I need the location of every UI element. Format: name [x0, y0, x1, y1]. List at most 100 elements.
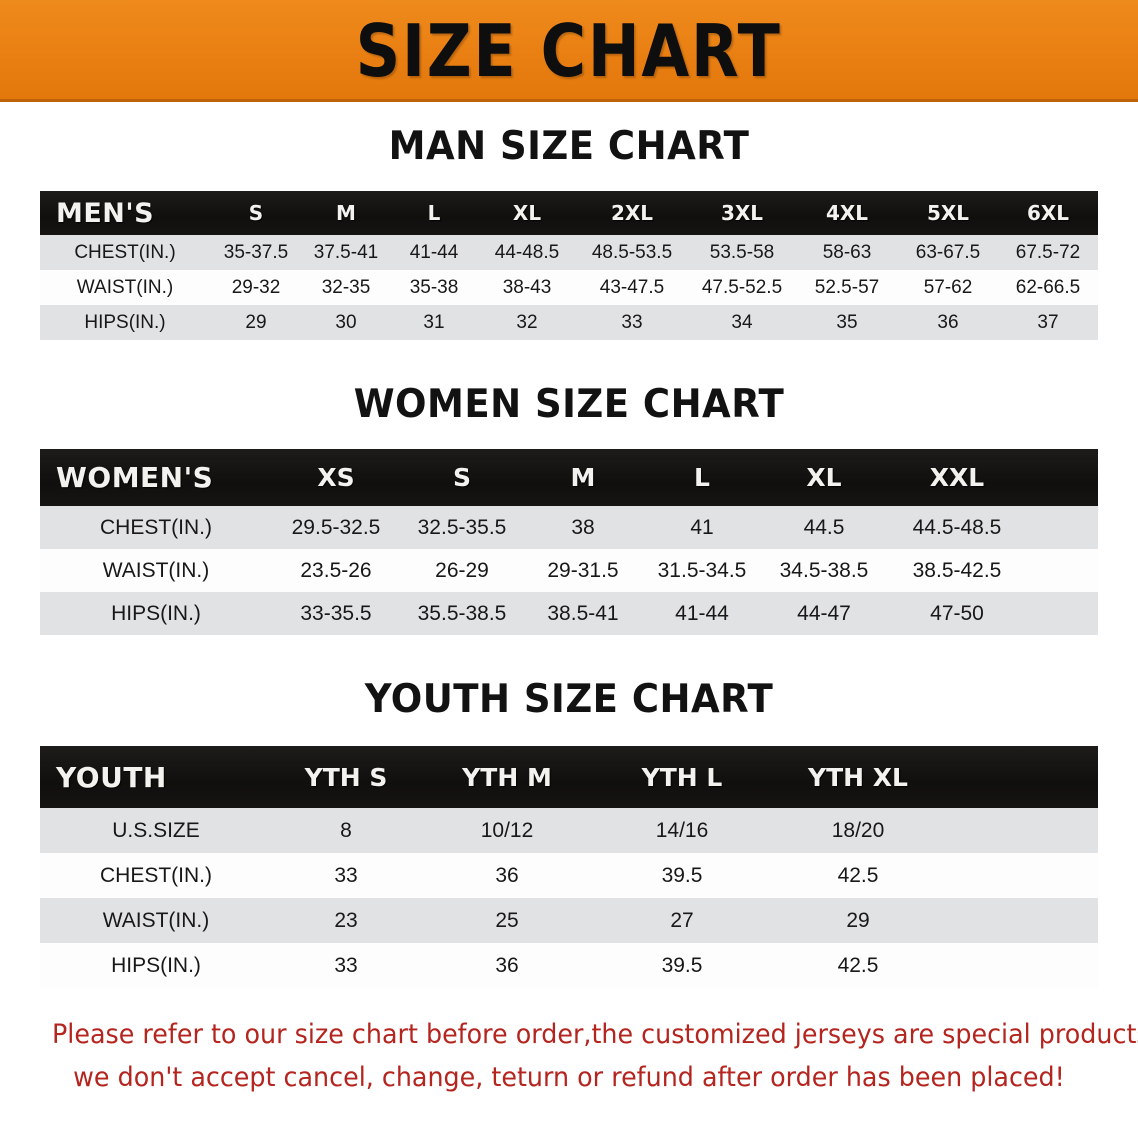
youth-hips-s: 33 — [334, 953, 358, 977]
man-hips-m: 30 — [335, 311, 357, 333]
women-col-header-l: L — [694, 463, 710, 492]
man-col-header-5xl: 5XL — [926, 201, 970, 225]
women-size-table: WOMEN'S XS S M L XL XXL CHEST(IN.) 29.5-… — [40, 449, 1098, 635]
youth-hips-spacer — [946, 943, 1098, 988]
youth-hips-l: 39.5 — [661, 953, 703, 977]
table-row: WAIST(IN.) 29-32 32-35 35-38 38-43 43-47… — [40, 270, 1098, 305]
youth-corner-label: YOUTH — [56, 760, 167, 794]
man-section-title: MAN SIZE CHART — [388, 124, 750, 169]
women-chest-xxl: 44.5-48.5 — [912, 515, 1002, 539]
man-row-label-chest: CHEST(IN.) — [74, 241, 176, 263]
man-col-header-l: L — [427, 201, 441, 225]
man-col-header-2xl: 2XL — [610, 201, 654, 225]
women-col-header-spacer — [1028, 449, 1098, 506]
man-size-section: MAN SIZE CHART MEN'S S M L XL 2XL 3XL 4X… — [0, 124, 1138, 340]
women-hips-m: 38.5-41 — [547, 601, 619, 625]
women-row-label-waist: WAIST(IN.) — [102, 558, 210, 582]
youth-ussize-l: 14/16 — [655, 818, 709, 842]
women-corner-label: WOMEN'S — [56, 461, 214, 494]
youth-section-title: YOUTH SIZE CHART — [364, 677, 774, 722]
youth-ussize-m: 10/12 — [480, 818, 534, 842]
man-chest-m: 37.5-41 — [313, 241, 379, 263]
women-hips-xs: 33-35.5 — [300, 601, 372, 625]
man-chest-s: 35-37.5 — [223, 241, 289, 263]
youth-waist-l: 27 — [670, 908, 694, 932]
man-waist-3xl: 47.5-52.5 — [701, 276, 783, 298]
order-policy-line-1: Please refer to our size chart before or… — [52, 1019, 1138, 1050]
man-row-label-hips: HIPS(IN.) — [84, 311, 166, 333]
man-waist-l: 35-38 — [409, 276, 459, 298]
man-chest-3xl: 53.5-58 — [709, 241, 775, 263]
man-hips-6xl: 37 — [1037, 311, 1059, 333]
man-col-header-4xl: 4XL — [825, 201, 869, 225]
youth-table-header-row: YOUTH YTH S YTH M YTH L YTH XL — [40, 746, 1098, 808]
page-title: SIZE CHART — [356, 9, 782, 93]
man-waist-4xl: 52.5-57 — [814, 276, 880, 298]
women-col-header-xs: XS — [317, 463, 355, 492]
man-waist-s: 29-32 — [231, 276, 281, 298]
women-row-label-chest: CHEST(IN.) — [100, 515, 212, 539]
women-table-header-row: WOMEN'S XS S M L XL XXL — [40, 449, 1098, 506]
women-row-label-hips: HIPS(IN.) — [111, 601, 201, 625]
women-col-header-m: M — [570, 463, 596, 492]
man-waist-m: 32-35 — [321, 276, 371, 298]
man-corner-label: MEN'S — [56, 197, 155, 229]
table-row: CHEST(IN.) 33 36 39.5 42.5 — [40, 853, 1098, 898]
man-chest-5xl: 63-67.5 — [915, 241, 981, 263]
youth-row-label-hips: HIPS(IN.) — [111, 953, 201, 977]
youth-waist-s: 23 — [334, 908, 358, 932]
women-waist-l: 31.5-34.5 — [657, 558, 747, 582]
man-waist-2xl: 43-47.5 — [599, 276, 665, 298]
man-hips-3xl: 34 — [731, 311, 753, 333]
man-col-header-s: S — [248, 201, 264, 225]
order-policy-line-2: we don't accept cancel, change, teturn o… — [73, 1061, 1065, 1093]
man-row-label-waist: WAIST(IN.) — [76, 276, 174, 298]
women-waist-xxl: 38.5-42.5 — [912, 558, 1002, 582]
youth-chest-s: 33 — [334, 863, 358, 887]
women-hips-xl: 44-47 — [797, 601, 851, 625]
man-waist-5xl: 57-62 — [923, 276, 973, 298]
youth-col-header-spacer — [946, 746, 1098, 808]
youth-ussize-xl: 18/20 — [831, 818, 885, 842]
women-waist-xl: 34.5-38.5 — [779, 558, 869, 582]
women-hips-s: 35.5-38.5 — [417, 601, 507, 625]
man-hips-xl: 32 — [516, 311, 538, 333]
table-row: U.S.SIZE 8 10/12 14/16 18/20 — [40, 808, 1098, 853]
youth-row-label-chest: CHEST(IN.) — [100, 863, 212, 887]
man-waist-6xl: 62-66.5 — [1015, 276, 1081, 298]
page-banner: SIZE CHART — [0, 0, 1138, 102]
youth-chest-spacer — [946, 853, 1098, 898]
table-row: HIPS(IN.) 33 36 39.5 42.5 — [40, 943, 1098, 988]
man-size-table: MEN'S S M L XL 2XL 3XL 4XL 5XL 6XL CHEST… — [40, 191, 1098, 340]
youth-chest-l: 39.5 — [661, 863, 703, 887]
women-hips-spacer — [1028, 592, 1098, 635]
youth-waist-spacer — [946, 898, 1098, 943]
women-chest-xs: 29.5-32.5 — [291, 515, 381, 539]
man-col-header-xl: XL — [512, 201, 542, 225]
youth-hips-xl: 42.5 — [837, 953, 879, 977]
youth-row-label-waist: WAIST(IN.) — [102, 908, 210, 932]
women-waist-m: 29-31.5 — [547, 558, 619, 582]
youth-chest-m: 36 — [495, 863, 519, 887]
man-waist-xl: 38-43 — [502, 276, 552, 298]
youth-row-label-ussize: U.S.SIZE — [112, 818, 200, 842]
youth-col-header-m: YTH M — [462, 762, 552, 792]
youth-size-table: YOUTH YTH S YTH M YTH L YTH XL U.S.SIZE … — [40, 746, 1098, 988]
man-col-header-6xl: 6XL — [1026, 201, 1070, 225]
man-chest-xl: 44-48.5 — [494, 241, 560, 263]
man-hips-2xl: 33 — [621, 311, 643, 333]
women-chest-s: 32.5-35.5 — [417, 515, 507, 539]
women-chest-xl: 44.5 — [803, 515, 845, 539]
women-chest-l: 41 — [690, 515, 714, 539]
women-hips-xxl: 47-50 — [930, 601, 984, 625]
youth-size-section: YOUTH SIZE CHART YOUTH YTH S YTH M YTH L… — [0, 677, 1138, 988]
man-col-header-m: M — [336, 201, 356, 225]
women-col-header-xl: XL — [806, 463, 842, 492]
table-row: HIPS(IN.) 33-35.5 35.5-38.5 38.5-41 41-4… — [40, 592, 1098, 635]
man-hips-5xl: 36 — [937, 311, 959, 333]
women-size-section: WOMEN SIZE CHART WOMEN'S XS S M L XL XXL… — [0, 382, 1138, 635]
women-waist-spacer — [1028, 549, 1098, 592]
man-col-header-3xl: 3XL — [720, 201, 764, 225]
man-chest-l: 41-44 — [409, 241, 459, 263]
youth-col-header-xl: YTH XL — [808, 762, 908, 792]
